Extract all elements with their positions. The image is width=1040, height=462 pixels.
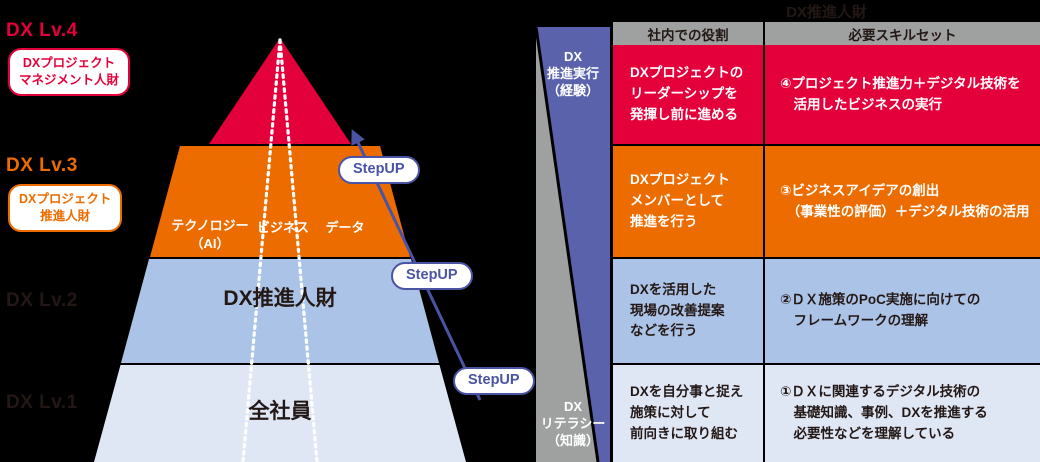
table-title: DX推進人財 <box>786 4 867 21</box>
table-cell-role-lv3: DXプロジェクト メンバーとして 推進を行う <box>613 146 763 257</box>
level-label-lv2: DX Lv.2 <box>6 290 78 311</box>
role-text-lv2: DXを活用した 現場の改善提案 などを行う <box>630 281 725 339</box>
table-row: DXを自分事と捉え 施策に対して 前向きに取り組む ①ＤＸに関連するデジタル技術… <box>613 365 1040 462</box>
table-row: DXプロジェクト メンバーとして 推進を行う ③ビジネスアイデアの創出 （事業性… <box>613 146 1040 257</box>
axis-bar-divider <box>536 27 600 462</box>
skill-table: DX推進人財 社内での役割 必要スキルセット DXプロジェクトの リーダーシップ… <box>613 0 1040 462</box>
stepup-badge-2-to-3[interactable]: StepUP <box>391 262 473 291</box>
table-row: DXを活用した 現場の改善提案 などを行う ②ＤＸ施策のPoC実施に向けての フ… <box>613 259 1040 363</box>
segment-label-data: データ <box>325 220 365 235</box>
pyramid-band-lv4 <box>209 38 351 144</box>
table-header-row: 社内での役割 必要スキルセット <box>613 22 1040 45</box>
segment-label-technology: テクノロジー （AI） <box>171 218 249 251</box>
tier-name-lv2: DX推進人財 <box>223 287 337 310</box>
pyramid-divider-left <box>241 38 282 462</box>
skill-axis-bar: DX 推進実行 （経験） DX リテラシー （知識） <box>536 27 610 462</box>
table-cell-skills-lv3: ③ビジネスアイデアの創出 （事業性の評価）＋デジタル技術の活用 <box>763 146 1040 257</box>
skills-text-lv4: ④プロジェクト推進力＋デジタル技術を 活用したビジネスの実行 <box>780 75 1021 112</box>
pyramid-diagram: DX Lv.4 DXプロジェクト マネジメント人財 DX Lv.3 DXプロジェ… <box>6 20 535 462</box>
pyramid-divider-right <box>278 38 319 462</box>
skills-text-lv3: ③ビジネスアイデアの創出 （事業性の評価）＋デジタル技術の活用 <box>780 182 1030 219</box>
axis-bar-svg <box>536 27 610 462</box>
stepup-badge-1-to-2[interactable]: StepUP <box>453 367 535 396</box>
segment-label-business: ビジネス <box>256 220 309 235</box>
table-cell-role-lv2: DXを活用した 現場の改善提案 などを行う <box>613 259 763 363</box>
level-label-lv3: DX Lv.3 <box>6 155 78 176</box>
table-cell-skills-lv2: ②ＤＸ施策のPoC実施に向けての フレームワークの理解 <box>763 259 1040 363</box>
stepup-badge-3-to-4[interactable]: StepUP <box>338 156 420 185</box>
pyramid-band-lv2 <box>121 259 439 363</box>
table-cell-skills-lv4: ④プロジェクト推進力＋デジタル技術を 活用したビジネスの実行 <box>763 45 1040 144</box>
table-cell-skills-lv1: ①ＤＸに関連するデジタル技術の 基礎知識、事例、DXを推進する 必要性などを理解… <box>763 365 1040 462</box>
axis-label-experience: DX 推進実行 （経験） <box>546 49 599 98</box>
level-badge-lv3: DXプロジェクト 推進人財 <box>8 184 123 232</box>
axis-bar-experience-region <box>536 27 610 462</box>
skills-text-lv2: ②ＤＸ施策のPoC実施に向けての フレームワークの理解 <box>780 292 981 328</box>
table-cell-role-lv4: DXプロジェクトの リーダーシップを 発揮し前に進める <box>613 45 763 144</box>
table-cell-role-lv1: DXを自分事と捉え 施策に対して 前向きに取り組む <box>613 365 763 462</box>
axis-label-literacy: DX リテラシー （知識） <box>540 399 606 448</box>
skills-text-lv1: ①ＤＸに関連するデジタル技術の 基礎知識、事例、DXを推進する 必要性などを理解… <box>780 384 988 441</box>
level-label-lv4: DX Lv.4 <box>6 20 78 41</box>
level-label-lv1: DX Lv.1 <box>6 392 78 413</box>
table-row: DXプロジェクトの リーダーシップを 発揮し前に進める ④プロジェクト推進力＋デ… <box>613 45 1040 144</box>
level-badge-lv4: DXプロジェクト マネジメント人財 <box>8 48 131 96</box>
table-header-skills: 必要スキルセット <box>763 22 1040 45</box>
role-text-lv4: DXプロジェクトの リーダーシップを 発揮し前に進める <box>630 65 744 122</box>
table-header-role: 社内での役割 <box>647 27 729 43</box>
pyramid-band-lv1 <box>94 365 466 462</box>
tier-name-lv1: 全社員 <box>248 400 312 423</box>
role-text-lv1: DXを自分事と捉え 施策に対して 前向きに取り組む <box>630 384 744 441</box>
role-text-lv3: DXプロジェクト メンバーとして 推進を行う <box>630 172 730 229</box>
